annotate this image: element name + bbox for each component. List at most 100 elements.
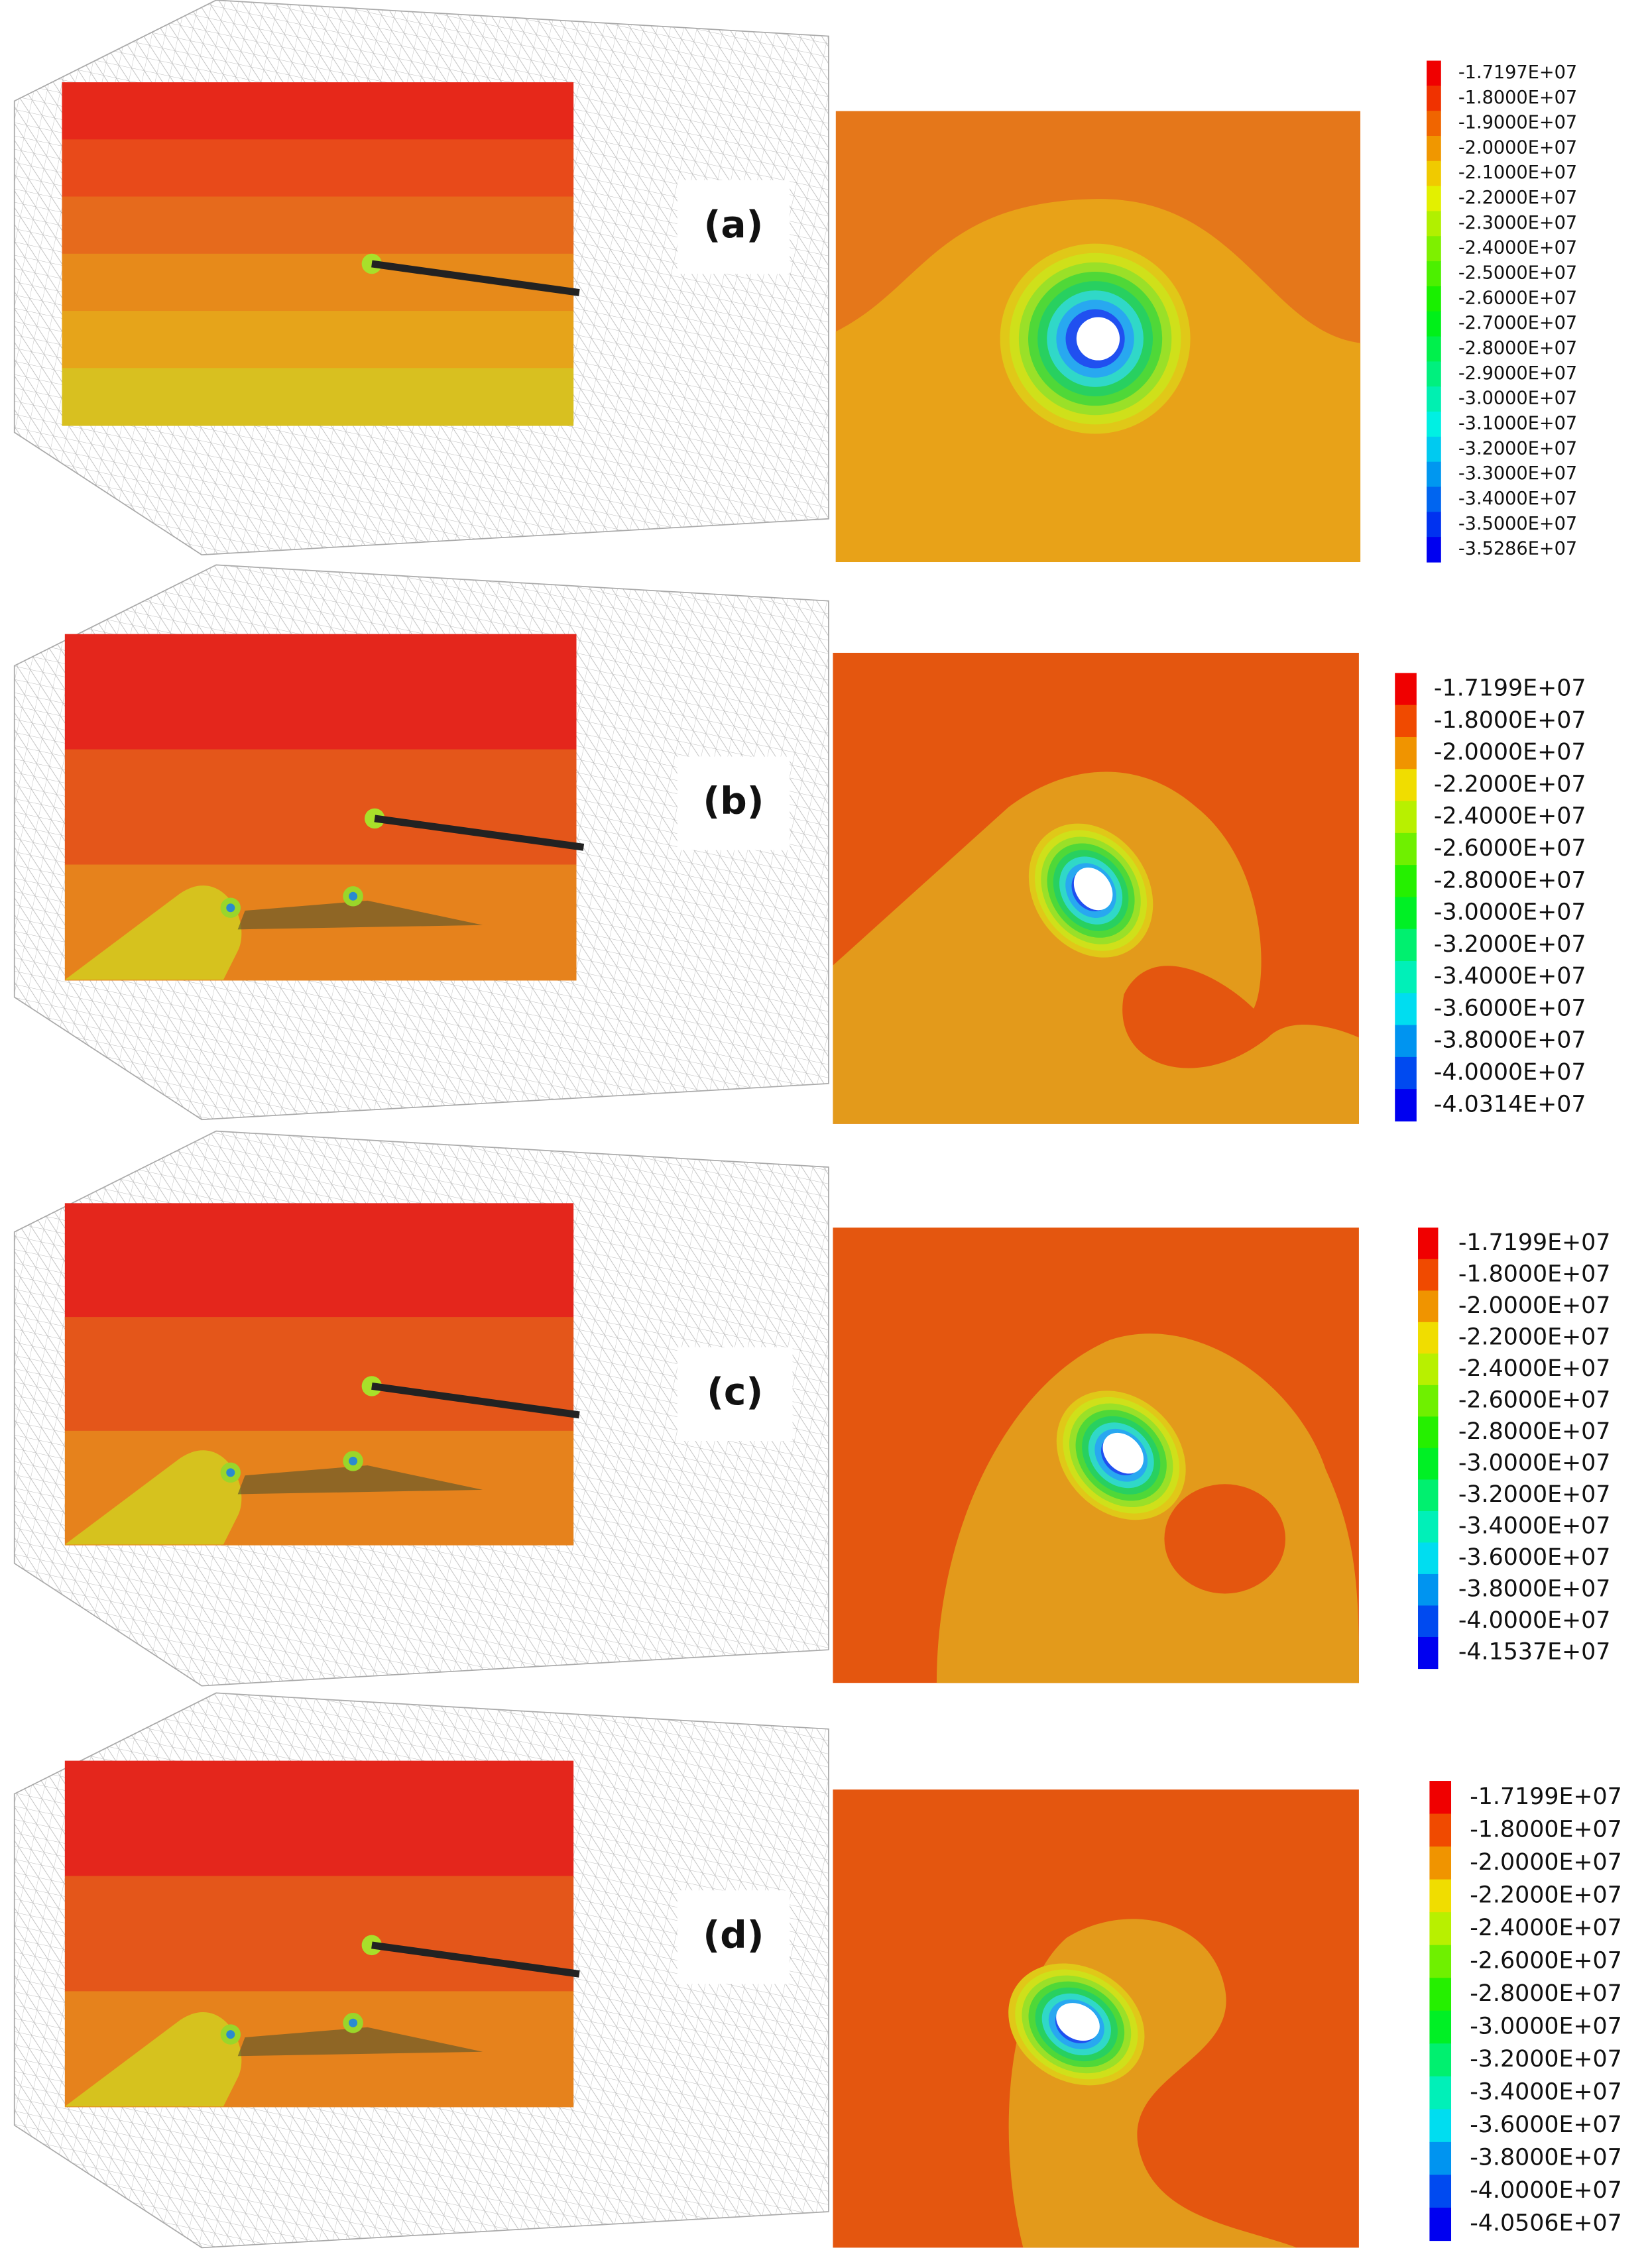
legend-label: -2.4000E+07 xyxy=(1458,1355,1611,1382)
legend-swatch xyxy=(1418,1573,1439,1607)
panel: (b) -1.7199E+07 -1.8000E+07 -2.0000E+07 -2.2… xyxy=(13,564,1586,1124)
legend-label: -3.8000E+07 xyxy=(1470,2145,1622,2171)
legend-swatch xyxy=(1418,1447,1439,1481)
roadway-hole xyxy=(226,2030,235,2039)
legend-label: -1.7197E+07 xyxy=(1458,62,1577,83)
legend-swatch xyxy=(1427,286,1441,312)
legend-label: -2.8000E+07 xyxy=(1470,1980,1622,2007)
legend-label: -2.8000E+07 xyxy=(1458,338,1577,359)
roadway-hole xyxy=(1076,317,1120,361)
legend-label: -1.7199E+07 xyxy=(1434,675,1586,702)
stress-band xyxy=(64,691,577,750)
panel: (c) -1.7199E+07 -1.8000E+07 -2.0000E+07 -2.2… xyxy=(13,1130,1611,1687)
legend-label: -3.5286E+07 xyxy=(1458,539,1577,559)
legend-label: -2.6000E+07 xyxy=(1458,1387,1611,1414)
roadway xyxy=(371,1383,580,1419)
stress-band xyxy=(64,1818,574,1877)
legend-swatch xyxy=(1427,336,1441,363)
stress-band xyxy=(62,139,574,198)
legend-label: -2.8000E+07 xyxy=(1434,867,1586,893)
legend-label: -2.5000E+07 xyxy=(1458,263,1577,284)
legend-swatch xyxy=(1427,486,1441,513)
label-box xyxy=(677,180,790,274)
legend-swatch xyxy=(1427,412,1441,437)
legend-swatch xyxy=(1395,736,1417,769)
roadway-hole xyxy=(1102,1432,1144,1474)
panel-label: (d) xyxy=(703,1914,764,1957)
legend-label: -1.7199E+07 xyxy=(1458,1229,1611,1256)
yield-zone xyxy=(64,1450,242,1545)
roadway-hole xyxy=(349,2018,358,2027)
legend-swatch xyxy=(1395,993,1417,1026)
legend-swatch xyxy=(1427,537,1441,563)
legend-swatch xyxy=(1395,1025,1417,1058)
legend-swatch xyxy=(1427,60,1441,86)
legend-label: -1.8000E+07 xyxy=(1434,707,1586,734)
legend-label: -3.0000E+07 xyxy=(1458,1450,1611,1477)
legend-swatch xyxy=(1429,1846,1452,1880)
stress-band xyxy=(64,634,577,693)
legend-label: -2.0000E+07 xyxy=(1434,739,1586,765)
legend-swatch xyxy=(1395,960,1417,993)
legend-label: -2.2000E+07 xyxy=(1458,188,1577,208)
label-box xyxy=(677,1890,790,1984)
legend-swatch xyxy=(1427,386,1441,412)
legend-label: -2.0000E+07 xyxy=(1470,1849,1622,1876)
legend-swatch xyxy=(1429,1978,1452,2012)
legend-label: -3.6000E+07 xyxy=(1458,1544,1611,1571)
legend-label: -3.4000E+07 xyxy=(1458,488,1577,509)
legend-swatch xyxy=(1429,1879,1452,1913)
legend-swatch xyxy=(1429,2175,1452,2208)
legend-swatch xyxy=(1395,769,1417,802)
legend-label: -2.6000E+07 xyxy=(1458,288,1577,308)
legend-label: -1.8000E+07 xyxy=(1470,1816,1622,1843)
legend-label: -1.8000E+07 xyxy=(1458,1261,1611,1288)
legend-label: -1.7199E+07 xyxy=(1470,1784,1622,1810)
stress-band xyxy=(64,1876,574,1935)
legend-swatch xyxy=(1429,2207,1452,2241)
legend-label: -2.3000E+07 xyxy=(1458,213,1577,233)
legend-swatch xyxy=(1427,135,1441,162)
yield-zone xyxy=(64,885,242,980)
legend-swatch xyxy=(1427,236,1441,262)
legend-swatch xyxy=(1418,1353,1439,1386)
stress-band xyxy=(62,196,574,255)
legend-label: -2.2000E+07 xyxy=(1470,1882,1622,1908)
legend-swatch xyxy=(1418,1385,1439,1418)
roadway-hole xyxy=(226,1468,235,1477)
panel-label: (c) xyxy=(707,1371,763,1414)
legend-swatch xyxy=(1418,1322,1439,1355)
panel: (a) -1.7197E+07 -1.8000E+07 -1.9000E+07 -2.0… xyxy=(13,0,1577,563)
legend-label: -2.0000E+07 xyxy=(1458,1292,1611,1319)
legend-label: -2.9000E+07 xyxy=(1458,363,1577,384)
legend-label: -3.4000E+07 xyxy=(1470,2079,1622,2106)
legend-label: -2.2000E+07 xyxy=(1434,771,1586,797)
legend-swatch xyxy=(1429,1813,1452,1847)
legend-label: -2.4000E+07 xyxy=(1470,1915,1622,1941)
legend-swatch xyxy=(1429,2141,1452,2176)
goaf xyxy=(237,1465,483,1495)
legend-swatch xyxy=(1395,705,1417,738)
legend-label: -2.8000E+07 xyxy=(1458,1418,1611,1445)
legend-label: -2.7000E+07 xyxy=(1458,313,1577,333)
label-box xyxy=(677,1347,793,1442)
legend-swatch xyxy=(1418,1290,1439,1323)
panel-label: (a) xyxy=(704,203,764,247)
legend-label: -3.4000E+07 xyxy=(1458,1513,1611,1540)
legend-label: -3.1000E+07 xyxy=(1458,413,1577,433)
legend-swatch xyxy=(1395,897,1417,930)
legend-swatch xyxy=(1427,512,1441,538)
legend-swatch xyxy=(1418,1605,1439,1638)
legend-swatch xyxy=(1427,436,1441,463)
legend-swatch xyxy=(1418,1416,1439,1449)
legend-swatch xyxy=(1429,2076,1452,2110)
legend-swatch xyxy=(1429,2043,1452,2077)
legend-swatch xyxy=(1418,1227,1439,1260)
roadway-hole xyxy=(1056,2003,1100,2041)
legend-label: -4.0314E+07 xyxy=(1434,1091,1586,1117)
label-box xyxy=(677,756,790,850)
roadway-hole xyxy=(349,891,358,901)
legend-label: -3.0000E+07 xyxy=(1458,388,1577,409)
legend-swatch xyxy=(1429,1945,1452,1978)
